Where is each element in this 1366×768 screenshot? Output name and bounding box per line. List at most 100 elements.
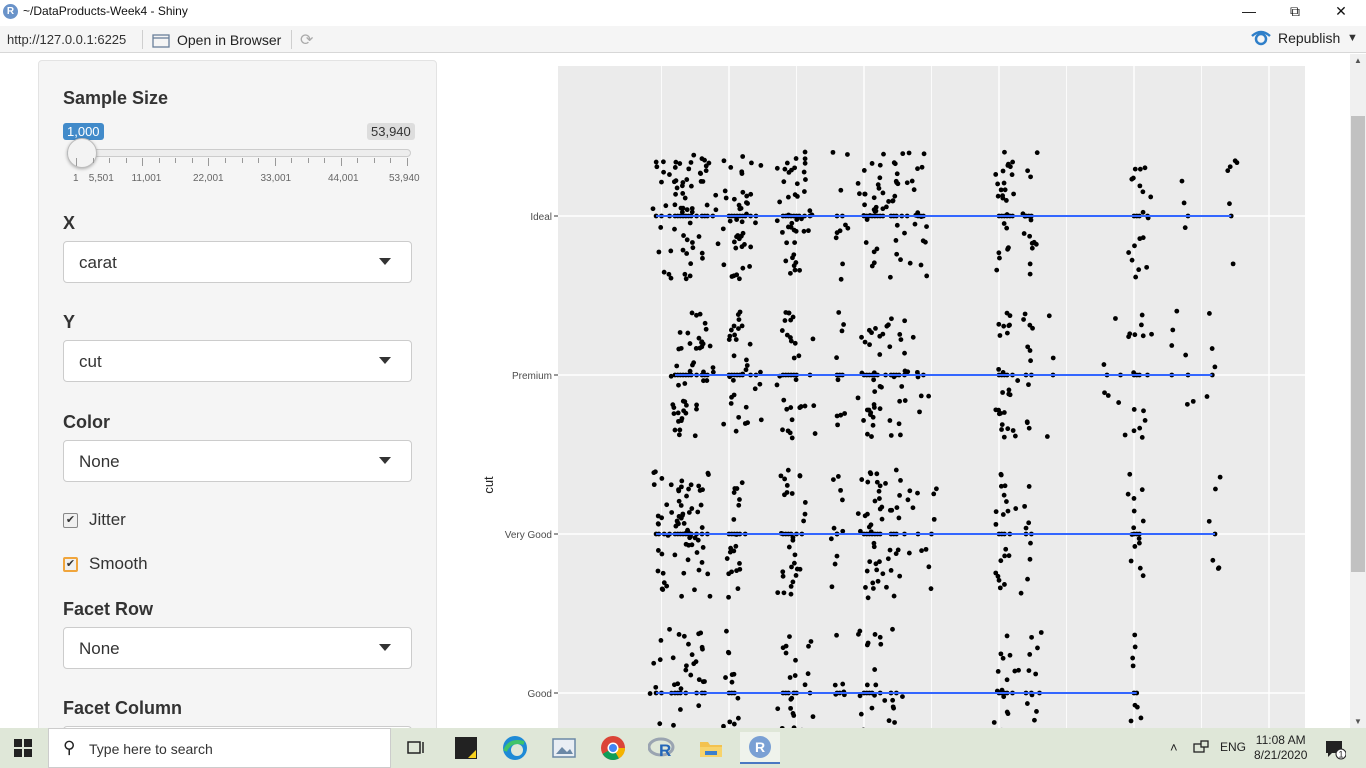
slider-tick [175, 158, 177, 163]
language-indicator[interactable]: ENG [1220, 740, 1247, 754]
data-point [914, 369, 920, 375]
slider-tick-label: 11,001 [131, 173, 162, 184]
data-point [1035, 645, 1040, 651]
data-point [682, 271, 688, 277]
data-point [996, 577, 1002, 583]
data-point [877, 175, 883, 181]
data-point [869, 434, 874, 439]
data-point [907, 488, 913, 494]
data-point [697, 488, 703, 493]
data-point [1105, 393, 1111, 398]
data-point [702, 157, 707, 163]
vertical-scrollbar[interactable]: ▲ ▼ [1350, 54, 1366, 728]
data-point [740, 265, 746, 271]
chevron-down-icon [379, 644, 391, 651]
data-point [1002, 187, 1008, 193]
facet-row-select[interactable]: None [63, 627, 412, 669]
x-select[interactable]: carat [63, 241, 412, 283]
data-point [885, 556, 891, 562]
data-point [902, 318, 908, 324]
image-viewer-icon[interactable] [544, 732, 584, 764]
data-point [876, 496, 882, 501]
data-point [1134, 704, 1140, 710]
data-point [1132, 332, 1138, 338]
data-point [731, 196, 737, 202]
data-point [994, 267, 1000, 273]
windows-start-icon[interactable] [14, 739, 32, 757]
r-studio-icon[interactable]: R [642, 732, 682, 764]
data-point [703, 163, 709, 169]
data-point [995, 668, 1001, 674]
data-point [875, 578, 881, 584]
data-point [873, 682, 879, 688]
republish-button[interactable]: Republish [1250, 30, 1340, 46]
data-point [1212, 364, 1218, 370]
scroll-up-icon[interactable]: ▲ [1354, 56, 1362, 65]
jitter-option[interactable]: ✔ Jitter [63, 510, 126, 530]
notifications-icon[interactable]: 1 [1324, 738, 1347, 760]
data-point [747, 264, 752, 269]
data-point [700, 545, 706, 550]
republish-dropdown-icon[interactable]: ▼ [1347, 32, 1358, 44]
restore-button[interactable]: ⧉ [1290, 3, 1300, 19]
data-point [865, 595, 871, 601]
data-point [733, 543, 739, 549]
edge-browser-icon[interactable] [495, 732, 535, 764]
smooth-checkbox[interactable]: ✔ [63, 556, 78, 572]
data-point [688, 183, 694, 189]
scrollbar-thumb[interactable] [1351, 116, 1365, 572]
data-point [743, 367, 749, 373]
data-point [1140, 235, 1146, 241]
data-point [869, 161, 875, 166]
data-point [880, 190, 886, 196]
data-point [902, 350, 907, 356]
data-point [780, 427, 785, 433]
data-point [729, 274, 735, 279]
data-point [653, 684, 659, 690]
data-point [785, 467, 791, 473]
y-tick-label: Good [528, 689, 552, 700]
chrome-icon[interactable] [593, 732, 633, 764]
data-point [758, 417, 764, 423]
data-point [696, 234, 702, 239]
clock[interactable]: 11:08 AM 8/21/2020 [1254, 733, 1307, 763]
file-explorer-icon[interactable] [691, 732, 731, 764]
data-point [894, 251, 900, 257]
data-point [1122, 432, 1128, 438]
data-point [897, 398, 903, 404]
data-point [787, 675, 793, 680]
jitter-checkbox[interactable]: ✔ [63, 512, 78, 528]
sticky-notes-icon[interactable] [446, 732, 486, 764]
slider-tick [258, 158, 260, 163]
chevron-down-icon [379, 258, 391, 265]
url-label[interactable]: http://127.0.0.1:6225 [7, 32, 127, 47]
data-point [737, 206, 743, 212]
r-gui-icon[interactable]: R [740, 732, 780, 764]
show-hidden-icons-icon[interactable]: ˄ [1170, 740, 1178, 755]
y-select[interactable]: cut [63, 340, 412, 382]
data-point [735, 586, 741, 592]
task-view-icon[interactable] [396, 732, 436, 764]
data-point [749, 160, 754, 166]
data-point [1174, 308, 1180, 314]
scroll-down-icon[interactable]: ▼ [1354, 717, 1362, 726]
data-point [696, 483, 702, 489]
data-point [835, 422, 840, 428]
taskbar-search-input[interactable]: ⚲ Type here to search [48, 728, 391, 768]
open-in-browser-button[interactable]: Open in Browser [152, 30, 281, 50]
slider-handle[interactable] [67, 138, 97, 168]
smooth-option[interactable]: ✔ Smooth [63, 554, 148, 574]
color-select[interactable]: None [63, 440, 412, 482]
sample-size-slider[interactable] [67, 149, 411, 157]
x-label: X [63, 213, 76, 233]
data-point [726, 594, 731, 600]
refresh-icon[interactable]: ⟳ [300, 32, 314, 49]
slider-tick-label: 5,501 [88, 173, 114, 184]
minimize-button[interactable]: — [1242, 3, 1256, 19]
network-icon[interactable] [1193, 740, 1209, 757]
data-point [1137, 565, 1143, 571]
data-point [682, 195, 688, 201]
data-point [680, 205, 686, 211]
data-point [678, 686, 684, 692]
close-button[interactable]: ✕ [1335, 3, 1347, 19]
